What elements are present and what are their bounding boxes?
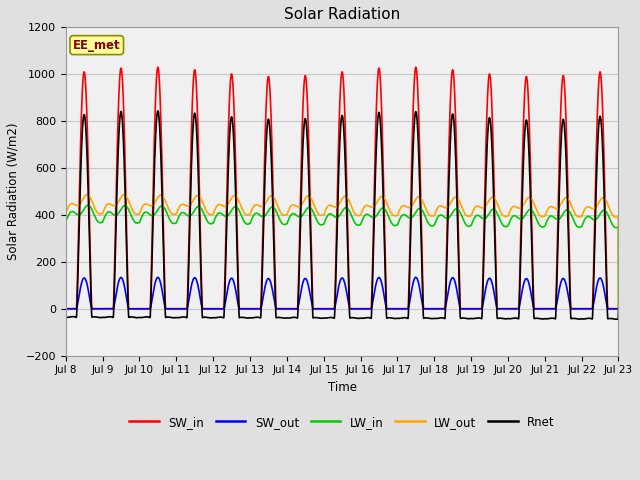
Line: Rnet: Rnet [66,111,618,319]
Rnet [154,108,162,114]
SW_out [216,306,224,312]
SW_in [216,306,224,312]
Rnet [62,314,70,320]
Rnet [612,316,620,322]
LW_in [566,209,573,215]
Line: LW_out: LW_out [66,194,618,309]
SW_out [581,306,589,312]
LW_in [62,219,70,225]
LW_in [581,216,589,221]
Rnet [614,306,622,312]
SW_in [62,306,70,312]
SW_in [566,274,573,280]
SW_in [358,306,366,312]
SW_in [371,186,378,192]
LW_out [614,306,622,312]
LW_in [371,215,378,220]
LW_out [581,206,589,212]
SW_out [614,306,622,312]
SW_out [154,275,162,280]
SW_out [371,290,378,296]
LW_out [358,208,366,214]
LW_in [216,210,224,216]
Legend: SW_in, SW_out, LW_in, LW_out, Rnet: SW_in, SW_out, LW_in, LW_out, Rnet [125,411,559,433]
LW_out [62,211,70,216]
Rnet [566,288,573,294]
Text: EE_met: EE_met [73,38,120,52]
Line: SW_in: SW_in [66,67,618,309]
SW_out [566,302,573,308]
LW_in [84,203,92,208]
SW_out [358,306,366,312]
SW_in [154,64,162,70]
LW_in [614,306,622,312]
Rnet [371,213,378,219]
LW_out [503,214,511,219]
Rnet [216,314,224,320]
SW_out [503,306,511,312]
LW_out [566,199,573,204]
Y-axis label: Solar Radiation (W/m2): Solar Radiation (W/m2) [7,123,20,260]
Line: LW_in: LW_in [66,205,618,309]
LW_out [83,192,91,197]
Rnet [503,316,511,322]
X-axis label: Time: Time [328,381,356,394]
LW_out [216,202,224,207]
SW_out [62,306,70,312]
LW_in [358,217,366,223]
Rnet [581,316,589,322]
LW_out [371,204,378,209]
Line: SW_out: SW_out [66,277,618,309]
Title: Solar Radiation: Solar Radiation [284,7,400,22]
LW_in [503,224,511,229]
SW_in [581,306,589,312]
Rnet [358,315,366,321]
SW_in [614,306,622,312]
SW_in [503,306,511,312]
